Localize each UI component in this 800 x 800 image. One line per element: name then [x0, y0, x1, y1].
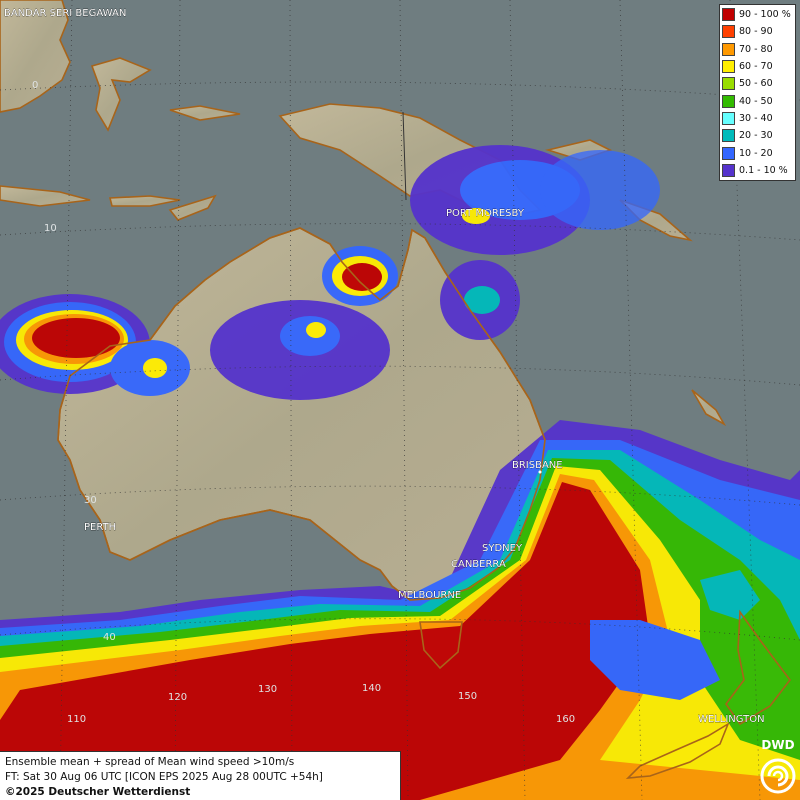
- overlay-tasman-teal: [700, 570, 760, 620]
- legend-label: 60 - 70: [739, 61, 773, 73]
- legend-swatch: [722, 111, 735, 125]
- grid-label-lon-140: 140: [362, 683, 381, 694]
- grid-label-lat-40: 40: [103, 632, 116, 643]
- legend-row: 90 - 100 %: [722, 6, 793, 23]
- png-border: [402, 111, 407, 201]
- overlay-pm-yellow: [462, 208, 490, 224]
- caption-title: Ensemble mean + spread of Mean wind spee…: [5, 756, 295, 768]
- caption-forecast-time: FT: Sat 30 Aug 06 UTC [ICON EPS 2025 Aug…: [5, 771, 323, 783]
- overlay-topend-red: [342, 263, 382, 291]
- legend-swatch: [722, 163, 735, 177]
- overlay-tasman-blue: [590, 620, 720, 700]
- city-label-melbourne: MELBOURNE: [398, 590, 461, 601]
- dwd-logo: DWD: [757, 738, 799, 798]
- overlay-coral-inner: [464, 286, 500, 314]
- legend-label: 20 - 30: [739, 130, 773, 142]
- overlay-nw-cell-red: [32, 318, 120, 358]
- dwd-swirl-icon: [760, 758, 796, 794]
- caption-copyright: ©2025 Deutscher Wetterdienst: [5, 786, 191, 798]
- legend-row: 10 - 20: [722, 144, 793, 161]
- grid-label-lat-30: 30: [84, 495, 97, 506]
- legend-label: 40 - 50: [739, 95, 773, 107]
- probability-overlay: [0, 145, 800, 800]
- map-caption: Ensemble mean + spread of Mean wind spee…: [0, 751, 401, 800]
- legend-swatch: [722, 25, 735, 39]
- legend-row: 60 - 70: [722, 58, 793, 75]
- land-new-caledonia: [691, 389, 727, 427]
- overlay-kimberley-yellow: [306, 322, 326, 338]
- grid-label-lon-120: 120: [168, 692, 187, 703]
- city-label-canberra: CANBERRA: [451, 559, 506, 570]
- land-flores: [108, 195, 181, 207]
- city-label-brisbane: BRISBANE: [512, 460, 563, 471]
- city-marker-brisbane: [538, 470, 542, 474]
- overlay-south-band-red: [0, 482, 650, 800]
- legend-swatch: [722, 60, 735, 74]
- legend-row: 30 - 40: [722, 110, 793, 127]
- overlay-pilbara-yellow: [143, 358, 167, 378]
- city-label-wellington: WELLINGTON: [698, 714, 765, 725]
- land-borneo: [0, 0, 71, 113]
- grid-label-lon-130: 130: [258, 684, 277, 695]
- legend-row: 40 - 50: [722, 92, 793, 109]
- legend-row: 80 - 90: [722, 23, 793, 40]
- city-label-port-moresby: PORT MORESBY: [446, 208, 525, 219]
- probability-legend: 90 - 100 % 80 - 90 70 - 80 60 - 70 50 - 60 40…: [719, 4, 796, 181]
- legend-label: 10 - 20: [739, 147, 773, 159]
- land-seram: [169, 105, 241, 121]
- legend-row: 20 - 30: [722, 127, 793, 144]
- dwd-logo-text: DWD: [761, 738, 795, 752]
- legend-label: 70 - 80: [739, 43, 773, 55]
- legend-swatch: [722, 129, 735, 143]
- legend-label: 90 - 100 %: [739, 9, 791, 21]
- legend-label: 50 - 60: [739, 78, 773, 90]
- grid-label-lat-10: 10: [44, 223, 57, 234]
- city-label-sydney: SYDNEY: [482, 543, 523, 554]
- legend-swatch: [722, 146, 735, 160]
- grid-label-lon-160: 160: [556, 714, 575, 725]
- legend-label: 0.1 - 10 %: [739, 164, 788, 176]
- city-label-perth: PERTH: [84, 522, 116, 533]
- coastlines: [57, 227, 792, 779]
- legend-label: 80 - 90: [739, 26, 773, 38]
- legend-label: 30 - 40: [739, 112, 773, 124]
- grid-label-lon-110: 110: [67, 714, 86, 725]
- legend-row: 50 - 60: [722, 75, 793, 92]
- legend-swatch: [722, 42, 735, 56]
- city-label-bandar-seri-begawan: BANDAR SERI BEGAWAN: [4, 8, 126, 19]
- land-java: [0, 185, 91, 207]
- legend-row: 70 - 80: [722, 41, 793, 58]
- legend-swatch: [722, 94, 735, 108]
- land-timor: [168, 194, 217, 221]
- legend-row: 0.1 - 10 %: [722, 162, 793, 179]
- city-labels: BANDAR SERI BEGAWAN PORT MORESBY BRISBAN…: [4, 8, 765, 725]
- grid-label-lat-0: 0: [32, 80, 38, 91]
- overlay-png-east: [540, 150, 660, 230]
- grid-label-lon-150: 150: [458, 691, 477, 702]
- legend-swatch: [722, 77, 735, 91]
- land-sulawesi: [90, 57, 152, 132]
- legend-swatch: [722, 8, 735, 22]
